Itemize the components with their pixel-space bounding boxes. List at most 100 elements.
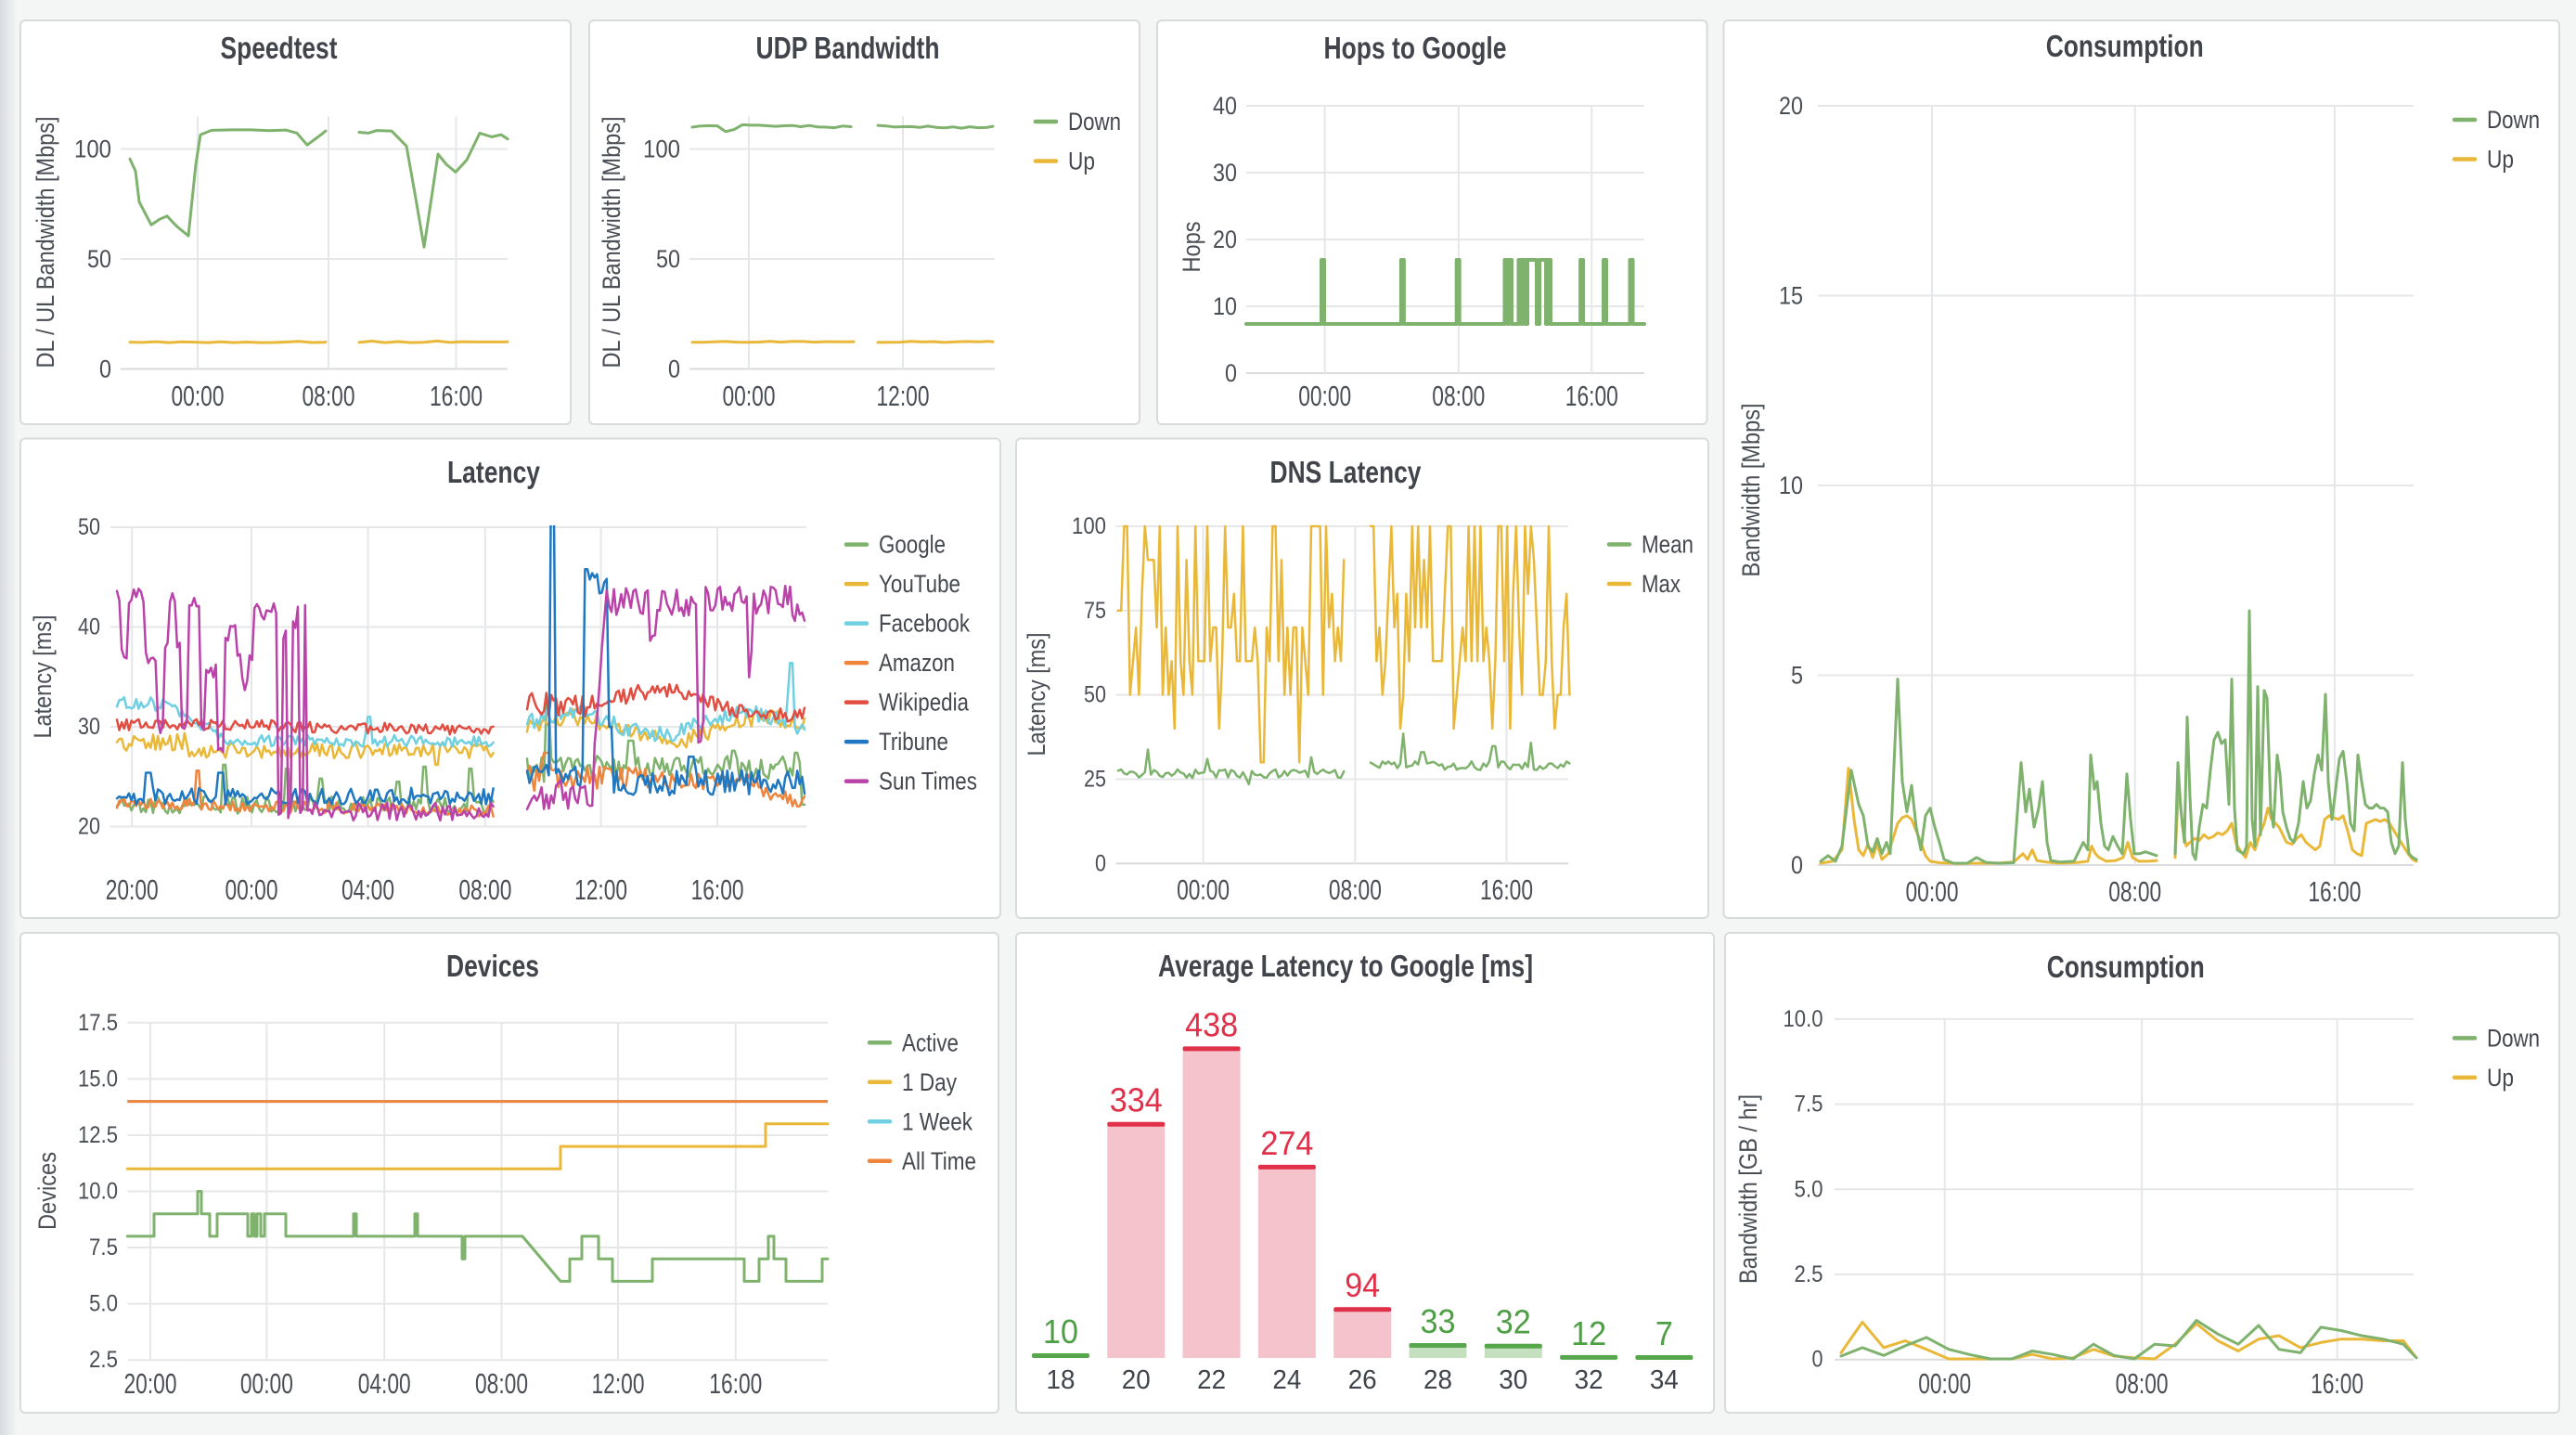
svg-text:2.5: 2.5 (89, 1347, 118, 1373)
svg-text:Facebook: Facebook (879, 610, 970, 638)
svg-text:12.5: 12.5 (78, 1122, 118, 1148)
svg-text:20:00: 20:00 (106, 873, 159, 906)
svg-text:Consumption: Consumption (2046, 29, 2204, 63)
svg-text:33: 33 (1421, 1302, 1456, 1340)
svg-text:Latency: Latency (447, 455, 541, 489)
svg-text:30: 30 (1213, 159, 1237, 187)
svg-text:UDP Bandwidth: UDP Bandwidth (756, 31, 940, 65)
svg-text:10: 10 (1043, 1312, 1078, 1351)
svg-text:10: 10 (1213, 292, 1237, 320)
svg-text:Up: Up (1068, 148, 1095, 175)
svg-text:30: 30 (78, 714, 100, 740)
svg-text:5.0: 5.0 (1795, 1176, 1823, 1202)
svg-text:438: 438 (1185, 1005, 1238, 1043)
svg-text:All Time: All Time (902, 1147, 976, 1175)
svg-text:16:00: 16:00 (691, 873, 744, 906)
svg-text:7.5: 7.5 (1795, 1092, 1823, 1118)
svg-text:7: 7 (1655, 1314, 1673, 1352)
svg-text:0: 0 (668, 356, 680, 383)
svg-text:00:00: 00:00 (225, 873, 278, 906)
svg-text:Up: Up (2487, 146, 2514, 174)
svg-text:12:00: 12:00 (574, 873, 627, 906)
svg-text:00:00: 00:00 (1177, 873, 1230, 906)
svg-text:94: 94 (1345, 1266, 1380, 1304)
svg-text:Wikipedia: Wikipedia (879, 689, 970, 717)
svg-text:00:00: 00:00 (723, 380, 776, 412)
svg-text:Google: Google (879, 531, 946, 559)
svg-text:08:00: 08:00 (2116, 1367, 2169, 1400)
svg-text:00:00: 00:00 (1918, 1367, 1971, 1400)
svg-text:Amazon: Amazon (879, 649, 955, 677)
svg-text:1 Week: 1 Week (902, 1107, 972, 1135)
svg-text:20: 20 (1122, 1365, 1151, 1395)
svg-text:50: 50 (78, 514, 100, 540)
svg-text:15.0: 15.0 (78, 1066, 118, 1092)
svg-text:Hops to Google: Hops to Google (1324, 31, 1507, 65)
svg-text:00:00: 00:00 (172, 380, 225, 412)
svg-text:30: 30 (1499, 1365, 1527, 1395)
svg-text:DL / UL Bandwidth [Mbps]: DL / UL Bandwidth [Mbps] (598, 117, 625, 368)
svg-text:32: 32 (1496, 1303, 1531, 1341)
svg-text:Consumption: Consumption (2047, 950, 2205, 984)
svg-text:08:00: 08:00 (1432, 380, 1485, 412)
svg-text:15: 15 (1779, 282, 1803, 310)
svg-text:10.0: 10.0 (78, 1179, 118, 1205)
svg-text:Bandwidth [Mbps]: Bandwidth [Mbps] (1737, 404, 1765, 577)
svg-text:25: 25 (1084, 767, 1106, 793)
svg-text:Latency [ms]: Latency [ms] (29, 615, 57, 739)
svg-text:Up: Up (2487, 1064, 2514, 1092)
svg-text:16:00: 16:00 (1565, 380, 1618, 412)
svg-text:20: 20 (1213, 226, 1237, 253)
svg-text:0: 0 (1812, 1347, 1823, 1373)
svg-text:16:00: 16:00 (2311, 1367, 2363, 1400)
svg-text:5: 5 (1791, 662, 1803, 690)
svg-text:Hops: Hops (1178, 222, 1205, 273)
svg-text:274: 274 (1260, 1124, 1313, 1162)
svg-text:75: 75 (1084, 598, 1106, 624)
svg-text:32: 32 (1575, 1365, 1604, 1395)
svg-text:Average Latency to Google [ms]: Average Latency to Google [ms] (1158, 949, 1533, 983)
svg-text:04:00: 04:00 (358, 1367, 411, 1400)
svg-text:Down: Down (2487, 106, 2540, 134)
svg-text:12: 12 (1571, 1314, 1606, 1352)
svg-text:DL / UL Bandwidth [Mbps]: DL / UL Bandwidth [Mbps] (32, 117, 59, 368)
svg-text:22: 22 (1197, 1365, 1226, 1395)
svg-text:Bandwidth [GB / hr]: Bandwidth [GB / hr] (1734, 1094, 1762, 1284)
svg-text:334: 334 (1110, 1081, 1163, 1119)
svg-text:08:00: 08:00 (303, 380, 355, 412)
svg-text:00:00: 00:00 (1298, 380, 1351, 412)
svg-text:00:00: 00:00 (240, 1367, 293, 1400)
svg-text:10.0: 10.0 (1784, 1006, 1823, 1032)
svg-text:40: 40 (1213, 92, 1237, 120)
svg-text:17.5: 17.5 (78, 1010, 118, 1036)
svg-text:Down: Down (1068, 108, 1121, 136)
svg-text:04:00: 04:00 (341, 873, 394, 906)
svg-text:08:00: 08:00 (2108, 875, 2161, 908)
svg-text:7.5: 7.5 (89, 1235, 118, 1260)
svg-text:100: 100 (643, 136, 680, 163)
svg-text:0: 0 (1225, 359, 1237, 387)
svg-text:50: 50 (656, 245, 680, 273)
svg-text:20: 20 (1779, 92, 1803, 120)
svg-text:28: 28 (1423, 1365, 1452, 1395)
svg-text:08:00: 08:00 (458, 873, 511, 906)
svg-text:DNS Latency: DNS Latency (1270, 455, 1423, 489)
svg-text:34: 34 (1650, 1365, 1679, 1395)
svg-text:0: 0 (99, 356, 111, 383)
svg-text:100: 100 (1072, 513, 1106, 539)
svg-text:08:00: 08:00 (475, 1367, 528, 1400)
svg-text:Sun Times: Sun Times (879, 768, 977, 795)
svg-text:26: 26 (1348, 1365, 1377, 1395)
svg-text:00:00: 00:00 (1906, 875, 1959, 908)
svg-text:Down: Down (2487, 1024, 2540, 1052)
svg-text:Latency [ms]: Latency [ms] (1023, 633, 1050, 756)
svg-text:10: 10 (1779, 472, 1803, 499)
svg-text:Devices: Devices (33, 1152, 61, 1230)
svg-text:12:00: 12:00 (877, 380, 930, 412)
svg-text:2.5: 2.5 (1795, 1261, 1823, 1287)
svg-text:50: 50 (87, 245, 111, 273)
svg-text:Mean: Mean (1642, 531, 1694, 559)
svg-text:100: 100 (74, 136, 111, 163)
svg-text:Devices: Devices (446, 949, 539, 983)
svg-text:16:00: 16:00 (709, 1367, 762, 1400)
